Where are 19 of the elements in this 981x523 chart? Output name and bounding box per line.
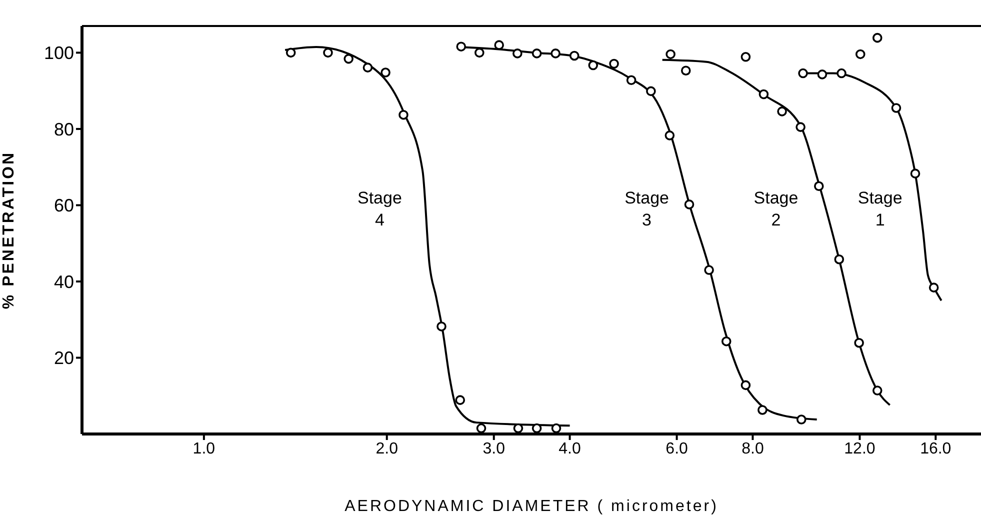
y-tick-label: 100 bbox=[44, 43, 74, 64]
x-axis-title: AERODYNAMIC DIAMETER ( micrometer) bbox=[344, 498, 718, 515]
y-axis-title: % PENETRATION bbox=[0, 150, 18, 310]
y-tick-label: 20 bbox=[54, 348, 74, 368]
x-tick-label: 16.0 bbox=[920, 440, 952, 458]
x-tick-label: 4.0 bbox=[558, 440, 582, 458]
y-tick-label: 60 bbox=[54, 196, 74, 216]
x-tick-label: 12.0 bbox=[844, 440, 876, 458]
x-tick-label: 3.0 bbox=[482, 440, 506, 458]
annotation: Stage 2 bbox=[754, 188, 798, 230]
x-tick-label: 1.0 bbox=[192, 440, 216, 458]
y-tick-label: 80 bbox=[54, 119, 74, 140]
x-tick-label: 8.0 bbox=[742, 440, 764, 458]
annotation: Stage 1 bbox=[858, 188, 902, 230]
y-tick-label: 40 bbox=[54, 272, 74, 292]
x-tick-label: 2.0 bbox=[376, 440, 398, 458]
x-tick-label: 6.0 bbox=[666, 440, 688, 458]
annotation: Stage 4 bbox=[357, 188, 402, 230]
annotation: Stage 3 bbox=[624, 188, 669, 230]
